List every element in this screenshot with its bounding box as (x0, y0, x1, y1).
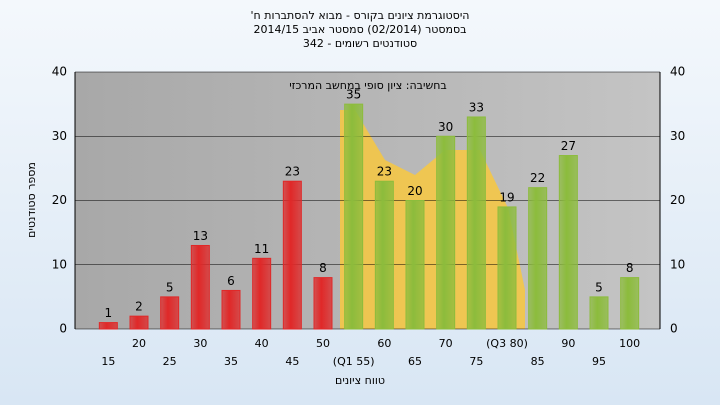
x-axis-label: טווח ציונים (335, 374, 385, 387)
y-axis-label: מספר סטודנטים (25, 162, 38, 238)
annotation: בחשיבה: ציון סופי במחשב המרכזי (289, 79, 447, 92)
x-tick-label: 40 (255, 337, 269, 350)
y-tick-label: 40 (52, 65, 67, 79)
y-tick-label: 30 (52, 129, 67, 143)
x-tick-label: 35 (224, 355, 238, 368)
value-label: 27 (561, 139, 576, 153)
chart-subtitle: סטודנטים רשומים - 342 (303, 37, 417, 50)
chart-subtitle: בסמסטר (02/2014) סמסטר אביב 2014/15 (253, 23, 466, 36)
bar (313, 277, 333, 330)
bar (374, 180, 394, 330)
value-label: 11 (254, 242, 269, 256)
x-tick-label: 75 (469, 355, 483, 368)
x-tick-label: 65 (408, 355, 422, 368)
bar (98, 322, 118, 330)
bar (589, 296, 609, 330)
bar (282, 180, 302, 330)
y-tick-label: 10 (52, 257, 67, 271)
bar (221, 289, 241, 330)
x-tick-label: 20 (132, 337, 146, 350)
bar (528, 187, 548, 330)
value-label: 30 (438, 120, 453, 134)
value-label: 20 (407, 184, 422, 198)
bar (344, 103, 364, 330)
value-label: 23 (377, 165, 392, 179)
y-tick-label: 20 (52, 193, 67, 207)
x-tick-label: 45 (285, 355, 299, 368)
bar (160, 296, 180, 330)
x-tick-label: 70 (439, 337, 453, 350)
x-tick-label: (Q1 55) (333, 355, 375, 368)
x-tick-label: 50 (316, 337, 330, 350)
x-tick-label: 15 (101, 355, 115, 368)
value-label: 2 (135, 300, 143, 314)
x-tick-label: (Q3 80) (486, 337, 528, 350)
bar (405, 200, 425, 330)
bar (436, 135, 456, 330)
bar (252, 257, 272, 330)
chart-title: היסטוגרמת ציונים בקורס - מבוא להסתברות ח… (251, 9, 470, 22)
y2-tick-label: 0 (670, 322, 678, 336)
value-label: 6 (227, 274, 235, 288)
bar (466, 116, 486, 330)
value-label: 8 (626, 261, 634, 275)
value-label: 35 (346, 88, 361, 102)
value-label: 22 (530, 171, 545, 185)
value-label: 19 (499, 190, 514, 204)
x-tick-label: 30 (193, 337, 207, 350)
value-label: 13 (193, 229, 208, 243)
y2-tick-label: 20 (670, 193, 685, 207)
bar (558, 155, 578, 330)
value-label: 1 (105, 306, 113, 320)
x-tick-label: 90 (561, 337, 575, 350)
x-tick-label: 95 (592, 355, 606, 368)
value-label: 33 (469, 100, 484, 114)
value-label: 8 (319, 261, 327, 275)
bar (129, 315, 149, 330)
bar (497, 206, 517, 330)
x-tick-label: 85 (531, 355, 545, 368)
value-label: 5 (166, 280, 174, 294)
y2-tick-label: 30 (670, 129, 685, 143)
y2-tick-label: 10 (670, 257, 685, 271)
value-label: 23 (285, 165, 300, 179)
bar (190, 244, 210, 330)
bar (620, 277, 640, 330)
x-tick-label: 100 (619, 337, 640, 350)
y2-tick-label: 40 (670, 65, 685, 79)
x-tick-label: 60 (377, 337, 391, 350)
x-tick-label: 25 (163, 355, 177, 368)
value-label: 5 (595, 280, 603, 294)
y-tick-label: 0 (59, 322, 67, 336)
